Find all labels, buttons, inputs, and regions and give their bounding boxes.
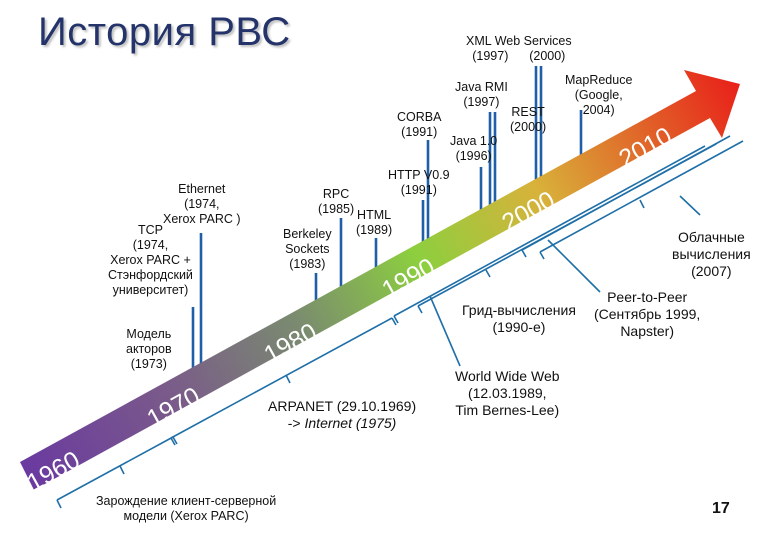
period-arpanet: ARPANET (29.10.1969) -> Internet (1975): [268, 398, 417, 431]
event-http: HTTP V0.9 (1991): [388, 168, 450, 197]
event-mapreduce: MapReduce (Google, 2004): [565, 73, 633, 117]
event-berkeley-sockets: Berkeley Sockets (1983): [283, 227, 332, 271]
period-client-server: Зарождение клиент-серверной модели (Xerox…: [96, 494, 277, 523]
event-html: HTML (1989): [356, 208, 393, 237]
event-connectors: [182, 66, 583, 395]
page-number: 17: [712, 500, 730, 517]
event-ethernet: Ethernet (1974, Xerox PARC ): [163, 182, 241, 226]
event-rest: REST (2000): [510, 105, 547, 134]
page-title: История РВС: [38, 10, 291, 54]
period-grid-computing: Грид-вычисления (1990-е): [462, 302, 576, 335]
timeline-arrow: [20, 70, 740, 490]
event-tcp: TCP (1974, Xerox PARC + Стэнфордский универс…: [108, 223, 193, 297]
event-java-1-0: Java 1.0 (1996): [450, 134, 498, 163]
event-xml-web-services: XML Web Services (1997) (2000): [466, 34, 572, 63]
period-cloud-computing: Облачные вычисления (2007): [672, 229, 751, 279]
event-rpc: RPC (1985): [318, 187, 355, 216]
period-world-wide-web: World Wide Web (12.03.1989, Tim Bernes-Lee…: [455, 368, 560, 418]
period-peer-to-peer: Peer-to-Peer (Сентябрь 1999, Napster): [594, 289, 701, 339]
event-java-rmi: Java RMI (1997): [455, 80, 508, 109]
event-corba: CORBA (1991): [397, 110, 442, 139]
event-actor-model: Модель акторов (1973): [126, 327, 172, 371]
period-brackets: [56, 135, 744, 509]
